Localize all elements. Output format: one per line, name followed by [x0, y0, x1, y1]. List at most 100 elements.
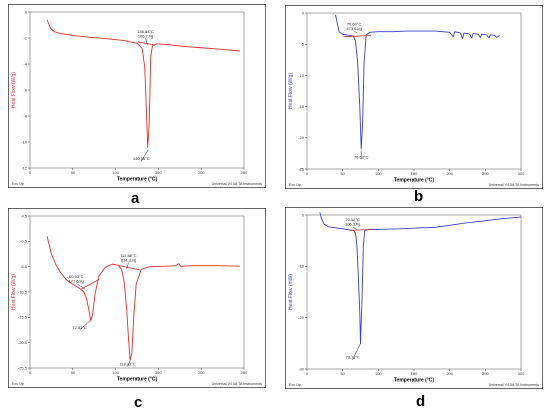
chart-d: 0 50 100 150 200 250 300 0 -10 -20 -30 Temperature …: [285, 207, 543, 389]
y-axis-label: Heat Flow (W/g): [11, 72, 17, 108]
x-tick-label: 200: [446, 371, 453, 376]
x-tick-label: 100: [375, 371, 382, 376]
x-axis-label: Temperature (°C): [394, 178, 435, 184]
x-axis-label: Temperature (°C): [117, 177, 158, 183]
annotation-pointer: [141, 149, 149, 162]
y-tick-label: -20: [298, 315, 305, 320]
panel-letter-a: a: [131, 190, 140, 207]
x-tick-label: 150: [155, 370, 162, 375]
y-tick-label: -12: [21, 165, 28, 170]
chart-frame: [8, 208, 266, 388]
annotation-pointer: [126, 262, 129, 270]
annotation-pointer: [76, 283, 85, 290]
y-tick-label: -20: [298, 135, 305, 140]
annotation-pointer: [352, 226, 358, 231]
panel-letter-c: c: [134, 394, 143, 411]
x-tick-label: 50: [340, 171, 345, 176]
y-tick-label: -10: [298, 73, 305, 78]
chart-c: 0 50 100 150 200 250 4.5 -0.5 -5.5 -10.5 -15.5 -20.…: [8, 208, 266, 388]
y-tick-label: 0: [25, 9, 28, 14]
peak-annotation: 73.11°C: [346, 355, 360, 360]
y-tick-label: 0: [302, 212, 305, 217]
footer-instrument: Universal V4.5A TA Instruments: [489, 383, 540, 387]
integration-baseline: [349, 228, 373, 231]
x-tick-label: 250: [241, 170, 248, 175]
x-tick-label: 0: [29, 170, 32, 175]
y-tick-label: -10.5: [18, 289, 28, 294]
footer-exo-up: Exo Up: [289, 383, 301, 387]
y-tick-label: -8: [23, 113, 27, 118]
integration-baseline: [137, 41, 156, 46]
peak-annotation: 140.16°C: [133, 156, 150, 161]
chart-frame: [285, 5, 543, 189]
y-tick-label: -10: [21, 139, 28, 144]
chart-frame: [285, 207, 543, 389]
x-tick-label: 0: [29, 370, 32, 375]
y-tick-label: -25: [298, 166, 305, 171]
y-tick-label: -5.5: [20, 264, 28, 269]
x-tick-label: 250: [482, 171, 489, 176]
peak-annotation: 118.03°C: [119, 361, 136, 366]
y-axis-label: Heat Flow (W/g): [288, 73, 294, 109]
annotation-pointer: [79, 320, 91, 331]
y-tick-label: -0.5: [20, 239, 28, 244]
x-tick-label: 300: [518, 171, 525, 176]
y-axis-label: Heat Flow (mW): [288, 274, 294, 310]
peak-annotation: 136.84°C: [137, 29, 154, 34]
panel-letter-b: b: [414, 188, 424, 205]
x-tick-label: 50: [71, 370, 76, 375]
chart-panel-d: 0 50 100 150 200 250 300 0 -10 -20 -30 Temperature …: [285, 207, 543, 389]
peak-annotation: 111.86°C: [120, 253, 136, 258]
peak-annotation: 70.60°C: [347, 21, 362, 26]
y-tick-label: 4.5: [21, 213, 27, 218]
y-tick-label: -20.5: [18, 340, 28, 345]
x-tick-label: 50: [340, 371, 345, 376]
x-tick-label: 100: [112, 170, 119, 175]
peak-annotation: 60.93°C: [69, 274, 84, 279]
x-tick-label: 150: [155, 170, 162, 175]
dsc-curve: [319, 212, 522, 344]
dsc-curve: [335, 14, 500, 150]
y-tick-label: -30: [298, 366, 305, 371]
y-tick-label: -5: [300, 42, 304, 47]
x-axis-label: Temperature (°C): [394, 378, 435, 384]
annotation-pointer: [127, 360, 131, 367]
dsc-curve: [46, 236, 240, 361]
x-tick-label: 100: [112, 370, 119, 375]
x-tick-label: 200: [198, 170, 205, 175]
annotation-pointer: [352, 343, 361, 360]
annotation-pointer: [145, 38, 148, 45]
peak-annotation: 106.3J/g: [345, 222, 360, 227]
x-axis-label: Temperature (°C): [117, 377, 158, 383]
y-tick-label: -15: [298, 104, 305, 109]
x-tick-label: 150: [411, 371, 418, 376]
y-tick-label: -2: [23, 35, 27, 40]
x-tick-label: 300: [518, 371, 525, 376]
x-tick-label: 0: [306, 171, 309, 176]
footer-instrument: Universal V4.5A TA Instruments: [489, 183, 540, 187]
x-tick-label: 100: [375, 171, 382, 176]
y-tick-label: -15.5: [18, 315, 28, 320]
y-tick-label: -25.5: [18, 365, 28, 370]
peak-annotation: 76.63°C: [354, 154, 369, 159]
peak-annotation: 814.3J/g: [121, 258, 136, 263]
y-tick-label: -4: [23, 61, 27, 66]
chart-panel-b: 0 50 100 150 200 250 300 0 -5 -10 -15 -20 -25 Tempera…: [285, 5, 543, 189]
peak-annotation: 473.0J/g: [346, 26, 361, 31]
x-tick-label: 0: [306, 371, 309, 376]
x-tick-label: 150: [411, 171, 418, 176]
integration-baseline: [81, 278, 100, 290]
chart-panel-c: 0 50 100 150 200 250 4.5 -0.5 -5.5 -10.5 -15.5 -20.…: [8, 208, 266, 388]
peak-annotation: 171.6J/g: [69, 278, 84, 283]
x-tick-label: 200: [446, 171, 453, 176]
chart-panel-a: 0 50 100 150 200 250 0 -2 -4 -6 -8 -10 -12 Temperatur…: [8, 4, 266, 188]
peak-annotation: 72.82°C: [72, 325, 87, 330]
footer-instrument: Universal V4.5A TA Instruments: [212, 182, 263, 186]
panel-letter-d: d: [416, 393, 426, 410]
dsc-curve: [46, 19, 240, 148]
x-tick-label: 250: [241, 370, 248, 375]
y-tick-label: -6: [23, 87, 27, 92]
chart-frame: [8, 4, 266, 188]
chart-b: 0 50 100 150 200 250 300 0 -5 -10 -15 -20 -25 Tempera…: [285, 5, 543, 189]
x-tick-label: 200: [198, 370, 205, 375]
